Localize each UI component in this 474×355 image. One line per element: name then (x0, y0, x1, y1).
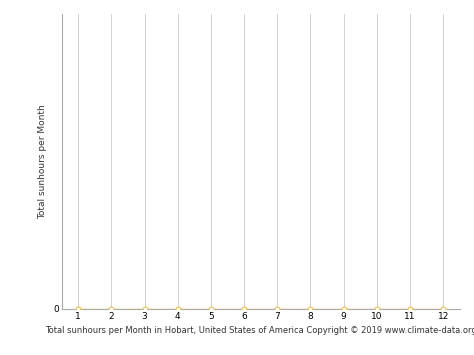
Y-axis label: Total sunhours per Month: Total sunhours per Month (38, 104, 47, 219)
X-axis label: Total sunhours per Month in Hobart, United States of America Copyright © 2019 ww: Total sunhours per Month in Hobart, Unit… (45, 326, 474, 335)
